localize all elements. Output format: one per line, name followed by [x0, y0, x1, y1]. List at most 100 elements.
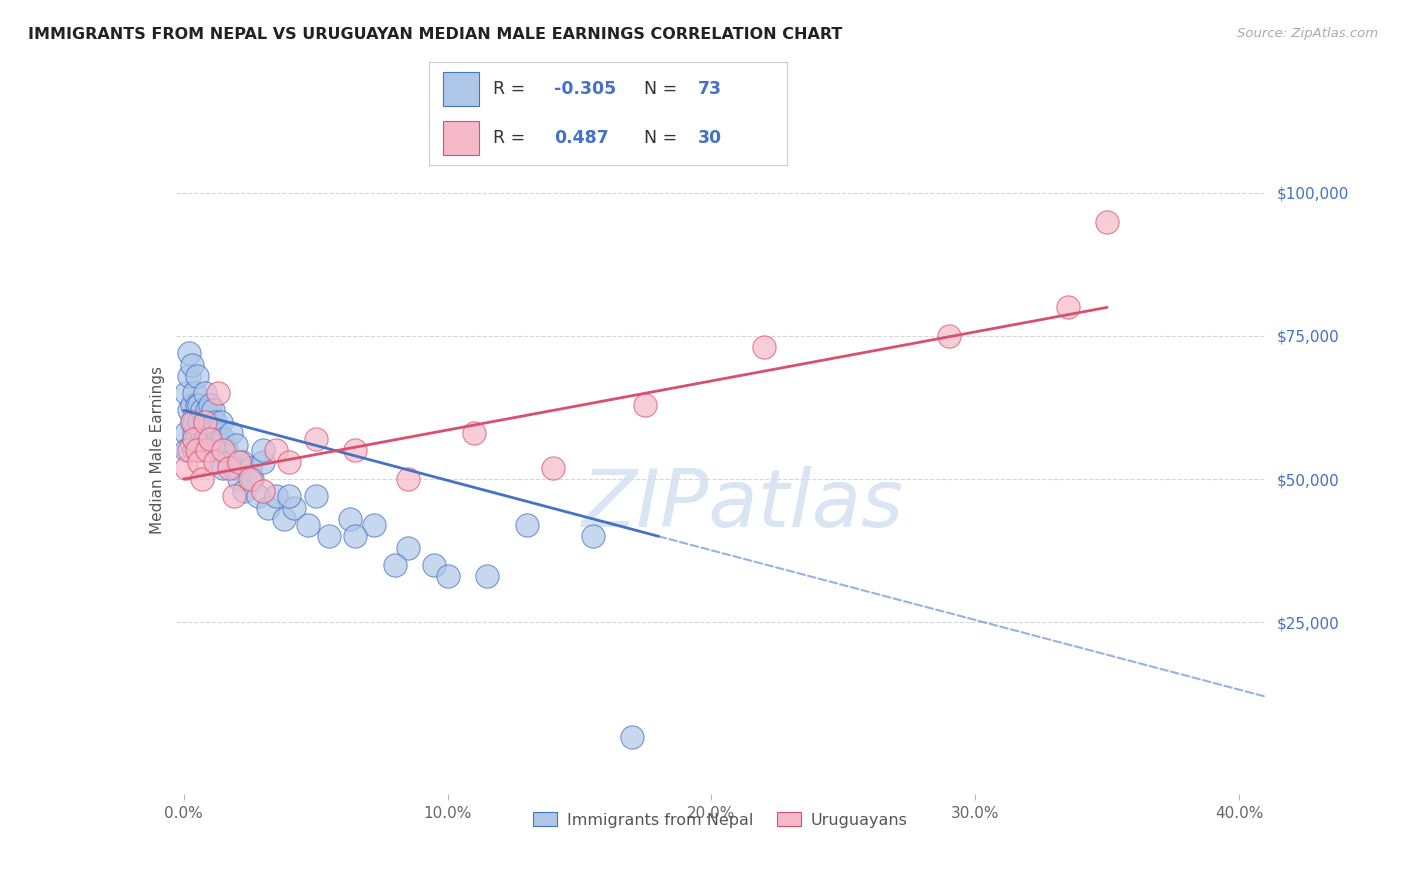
- Point: [239, 460, 262, 475]
- Point: [239, 472, 262, 486]
- Point: [209, 438, 232, 452]
- Point: [177, 369, 200, 384]
- Point: [1056, 301, 1078, 315]
- Point: [191, 403, 214, 417]
- Point: [225, 438, 247, 452]
- Point: [204, 455, 226, 469]
- Point: [212, 432, 235, 446]
- Point: [318, 529, 340, 543]
- Point: [180, 415, 202, 429]
- Point: [436, 569, 458, 583]
- Point: [344, 529, 367, 543]
- Point: [222, 489, 245, 503]
- Point: [183, 386, 205, 401]
- Point: [207, 426, 229, 441]
- Point: [191, 472, 214, 486]
- Point: [463, 426, 485, 441]
- Text: 30: 30: [697, 128, 721, 147]
- Point: [257, 500, 280, 515]
- Point: [180, 398, 202, 412]
- Point: [384, 558, 406, 572]
- Point: [177, 443, 200, 458]
- Point: [176, 426, 198, 441]
- Point: [212, 443, 235, 458]
- Point: [231, 455, 253, 469]
- Point: [188, 415, 211, 429]
- Point: [188, 455, 211, 469]
- Point: [197, 443, 219, 458]
- Point: [191, 443, 214, 458]
- Point: [423, 558, 446, 572]
- Point: [186, 443, 208, 458]
- Point: [176, 386, 198, 401]
- Point: [246, 489, 269, 503]
- Point: [218, 460, 240, 475]
- Point: [212, 460, 235, 475]
- Point: [188, 443, 211, 458]
- Text: N =: N =: [644, 128, 683, 147]
- Point: [363, 517, 385, 532]
- Point: [209, 415, 232, 429]
- Point: [339, 512, 361, 526]
- Point: [204, 438, 226, 452]
- Point: [252, 443, 274, 458]
- Point: [198, 432, 221, 446]
- Point: [219, 426, 242, 441]
- Point: [752, 340, 775, 354]
- Point: [283, 500, 305, 515]
- Point: [396, 541, 419, 555]
- Point: [218, 455, 240, 469]
- Point: [233, 483, 256, 498]
- Point: [194, 415, 217, 429]
- Point: [183, 443, 205, 458]
- Text: N =: N =: [644, 79, 683, 97]
- Text: ZIPatlas: ZIPatlas: [581, 467, 904, 544]
- Point: [264, 443, 287, 458]
- Point: [273, 512, 295, 526]
- Point: [194, 432, 217, 446]
- Point: [183, 432, 205, 446]
- Point: [278, 455, 301, 469]
- Point: [194, 386, 217, 401]
- Point: [198, 398, 221, 412]
- Text: R =: R =: [494, 79, 531, 97]
- Legend: Immigrants from Nepal, Uruguayans: Immigrants from Nepal, Uruguayans: [527, 805, 914, 834]
- Point: [207, 443, 229, 458]
- Point: [177, 346, 200, 360]
- Point: [180, 438, 202, 452]
- Point: [194, 415, 217, 429]
- Point: [176, 460, 198, 475]
- Point: [396, 472, 419, 486]
- Point: [176, 443, 198, 458]
- Point: [186, 432, 208, 446]
- Text: R =: R =: [494, 128, 531, 147]
- Point: [180, 358, 202, 372]
- Point: [201, 403, 224, 417]
- Point: [197, 403, 219, 417]
- Y-axis label: Median Male Earnings: Median Male Earnings: [149, 367, 165, 534]
- Point: [475, 569, 498, 583]
- Point: [204, 415, 226, 429]
- Point: [215, 443, 238, 458]
- Point: [541, 460, 564, 475]
- Point: [186, 398, 208, 412]
- Point: [177, 403, 200, 417]
- Point: [621, 730, 644, 744]
- Text: -0.305: -0.305: [554, 79, 617, 97]
- Point: [201, 426, 224, 441]
- Point: [252, 483, 274, 498]
- Point: [297, 517, 319, 532]
- Point: [207, 386, 229, 401]
- Point: [581, 529, 603, 543]
- Point: [1095, 214, 1118, 228]
- Point: [183, 415, 205, 429]
- Point: [228, 455, 250, 469]
- Point: [634, 398, 657, 412]
- Point: [191, 426, 214, 441]
- Point: [198, 415, 221, 429]
- Text: 73: 73: [697, 79, 721, 97]
- Text: 0.487: 0.487: [554, 128, 609, 147]
- Point: [186, 369, 208, 384]
- Point: [222, 460, 245, 475]
- Point: [278, 489, 301, 503]
